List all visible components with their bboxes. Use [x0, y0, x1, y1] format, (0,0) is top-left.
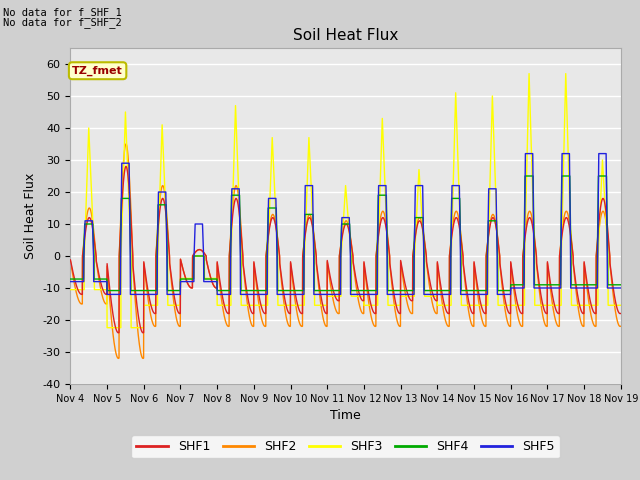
SHF1 [332, 293, 339, 299]
SHF2 [67, 258, 74, 264]
SHF3 [401, 293, 408, 299]
SHF1 [140, 330, 147, 336]
SHF1 [67, 257, 74, 263]
SHF1 [617, 311, 625, 316]
SHF3 [593, 302, 600, 308]
Text: TZ_fmet: TZ_fmet [72, 66, 123, 76]
SHF4 [177, 288, 184, 293]
SHF4 [286, 288, 294, 293]
SHF5 [331, 291, 339, 297]
SHF2 [401, 287, 408, 292]
SHF4 [103, 288, 111, 293]
SHF3 [331, 293, 339, 299]
SHF5 [67, 279, 74, 285]
Text: No data for f_SHF_1: No data for f_SHF_1 [3, 7, 122, 18]
SHF5 [103, 291, 111, 297]
SHF5 [593, 285, 600, 291]
SHF3 [525, 71, 533, 76]
SHF4 [331, 288, 339, 293]
Text: No data for f_SHF_2: No data for f_SHF_2 [3, 17, 122, 28]
SHF3 [103, 325, 111, 331]
SHF5 [250, 291, 257, 297]
SHF4 [250, 288, 257, 293]
SHF2 [250, 324, 257, 329]
Title: Soil Heat Flux: Soil Heat Flux [293, 28, 398, 43]
SHF1 [250, 311, 257, 316]
SHF3 [617, 302, 625, 308]
SHF5 [401, 291, 408, 297]
SHF5 [177, 291, 184, 297]
SHF2 [617, 324, 625, 329]
SHF2 [177, 256, 184, 262]
SHF5 [286, 291, 294, 297]
SHF3 [286, 302, 294, 308]
SHF1 [401, 279, 408, 285]
Legend: SHF1, SHF2, SHF3, SHF4, SHF5: SHF1, SHF2, SHF3, SHF4, SHF5 [131, 435, 560, 458]
SHF5 [522, 151, 529, 156]
SHF4 [521, 173, 529, 179]
SHF1 [593, 253, 600, 259]
SHF2 [286, 324, 294, 329]
X-axis label: Time: Time [330, 409, 361, 422]
Line: SHF4: SHF4 [70, 176, 621, 290]
SHF2 [140, 356, 147, 361]
Y-axis label: Soil Heat Flux: Soil Heat Flux [24, 173, 37, 259]
SHF3 [177, 302, 184, 308]
SHF4 [617, 282, 625, 288]
SHF5 [617, 285, 625, 291]
SHF2 [122, 141, 130, 147]
SHF2 [593, 253, 600, 259]
SHF4 [67, 276, 74, 282]
Line: SHF1: SHF1 [70, 167, 621, 333]
SHF3 [250, 302, 257, 308]
Line: SHF5: SHF5 [70, 154, 621, 294]
SHF1 [286, 311, 294, 316]
Line: SHF2: SHF2 [70, 144, 621, 359]
SHF1 [177, 256, 184, 262]
Line: SHF3: SHF3 [70, 73, 621, 328]
SHF2 [332, 305, 339, 311]
SHF4 [401, 288, 408, 293]
SHF3 [67, 287, 74, 292]
SHF4 [593, 282, 600, 288]
SHF1 [122, 164, 130, 169]
